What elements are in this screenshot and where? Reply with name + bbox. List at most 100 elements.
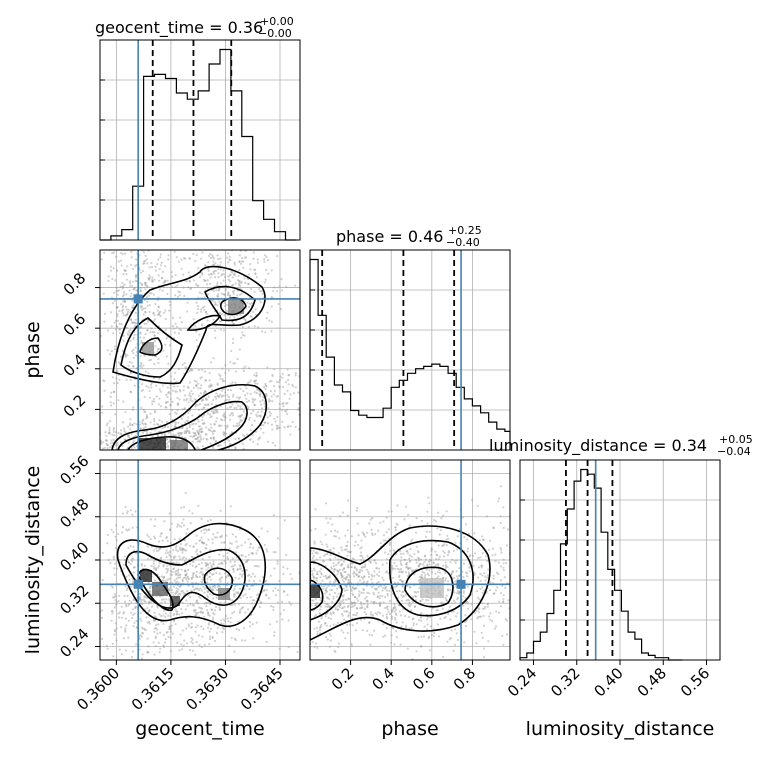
scatter-point [278,285,281,288]
scatter-point [182,506,186,509]
scatter-point [117,361,120,364]
scatter-point [354,604,357,607]
scatter-point [340,364,342,366]
scatter-point [374,588,378,591]
scatter-point [169,375,172,378]
scatter-point [125,588,128,592]
scatter-point [223,559,226,563]
scatter-point [548,564,550,566]
scatter-point [260,403,263,406]
scatter-point [175,590,178,593]
scatter-point [149,586,152,589]
scatter-point [158,313,161,316]
scatter-point [169,611,172,614]
scatter-point [134,434,137,437]
scatter-point [352,605,355,608]
scatter-point [227,292,230,295]
scatter-point [236,568,239,572]
scatter-point [181,579,184,583]
scatter-point [189,399,192,402]
scatter-point [348,598,351,601]
scatter-point [278,381,281,384]
scatter-point [292,385,295,388]
scatter-point [246,381,249,385]
scatter-point [168,390,171,394]
scatter-point [231,604,234,607]
scatter-point [189,544,192,547]
scatter-point [402,580,405,583]
scatter-point [195,550,198,553]
scatter-point [238,567,241,571]
scatter-point [207,528,210,531]
scatter-point [369,613,372,616]
scatter-point [200,376,203,379]
scatter-point [408,615,411,619]
scatter-point [276,415,279,418]
scatter-point [477,615,480,619]
scatter-point [221,378,224,381]
scatter-point [366,531,369,534]
scatter-point [129,340,132,343]
scatter-point [176,467,178,469]
scatter-point [212,412,215,415]
scatter-point [91,432,93,434]
scatter-point [354,572,357,575]
scatter-point [132,599,135,602]
scatter-point [206,601,209,605]
scatter-point [249,428,252,432]
scatter-point [427,599,430,602]
scatter-point [254,575,257,578]
scatter-point [297,598,299,600]
scatter-point [130,256,133,259]
scatter-point [94,536,96,538]
scatter-point [203,403,206,406]
scatter-point [342,594,345,597]
scatter-point [92,257,94,259]
scatter-point [262,431,265,434]
scatter-point [357,575,360,578]
scatter-point [196,553,199,556]
scatter-point [485,555,488,558]
scatter-point [394,612,398,615]
scatter-point [178,388,181,392]
scatter-point [197,595,201,598]
scatter-point [209,586,212,590]
scatter-point [185,542,188,546]
scatter-point [148,389,151,392]
scatter-point [343,567,346,570]
scatter-point [153,362,156,366]
scatter-point [244,365,247,368]
scatter-point [253,419,256,422]
scatter-point [159,315,162,318]
scatter-point [159,535,162,538]
scatter-point [329,588,332,591]
scatter-point [129,295,132,298]
scatter-point [343,610,346,613]
scatter-point [202,422,205,425]
scatter-point [334,535,338,538]
scatter-point [188,257,191,260]
scatter-point [482,607,485,611]
scatter-point [214,303,217,306]
scatter-point [132,545,135,549]
scatter-point [138,427,141,430]
scatter-point [134,265,137,268]
scatter-point [407,604,410,607]
scatter-point [124,353,127,356]
scatter-point [197,504,200,507]
scatter-point [241,407,244,410]
scatter-point [256,258,259,261]
scatter-point [216,531,219,534]
scatter-point [151,330,154,334]
scatter-point [140,564,143,567]
scatter-point [211,299,215,302]
scatter-point [232,393,235,396]
scatter-point [233,316,236,319]
scatter-point [180,417,184,420]
scatter-point [330,613,333,616]
scatter-point [350,565,353,569]
scatter-point [318,570,321,573]
scatter-point [161,433,164,436]
scatter-point [211,432,215,435]
scatter-point [277,426,280,429]
